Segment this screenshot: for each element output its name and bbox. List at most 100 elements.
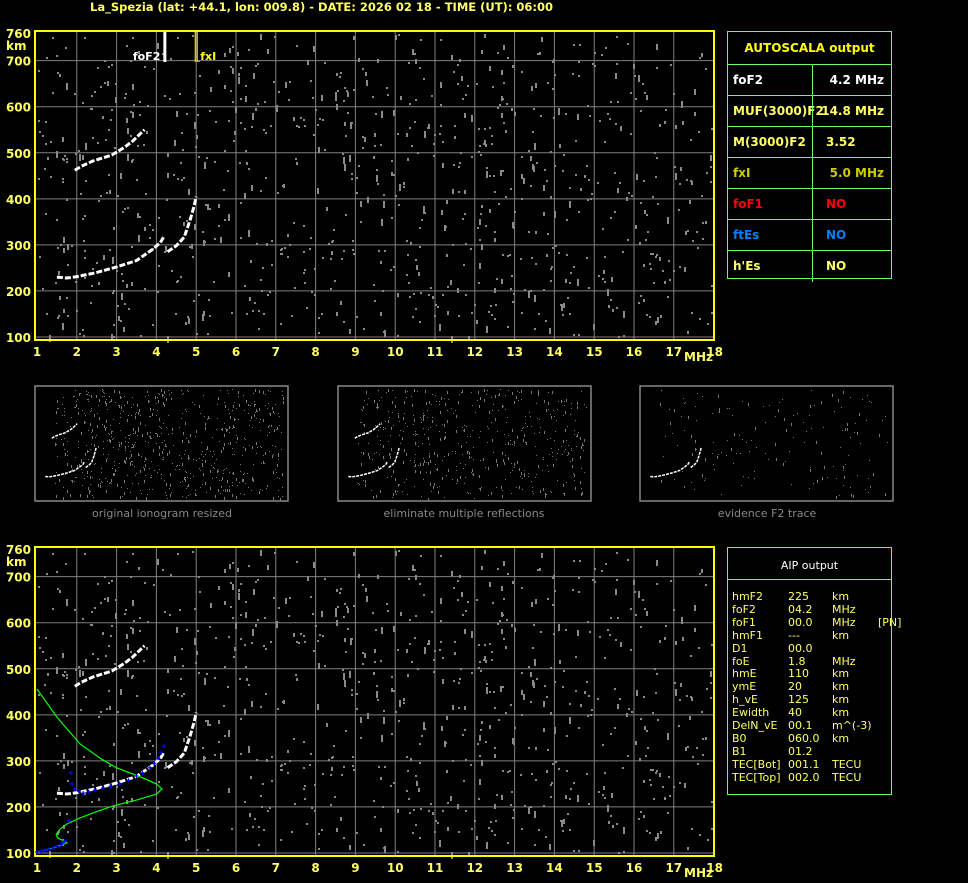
noise-dot (243, 447, 244, 448)
noise-dot (151, 461, 152, 462)
noise-dot (623, 827, 625, 834)
noise-dot (64, 438, 65, 439)
noise-dot (55, 483, 56, 484)
noise-dot (239, 162, 241, 164)
noise-dot (610, 617, 612, 619)
noise-dot (368, 453, 369, 456)
noise-dot (251, 490, 252, 491)
noise-dot (233, 140, 235, 142)
noise-dot (564, 451, 565, 452)
noise-dot (415, 99, 417, 101)
noise-dot (63, 397, 64, 398)
noise-dot (132, 464, 133, 465)
noise-dot (440, 411, 441, 414)
noise-dot (551, 416, 552, 419)
y-tick-label: 100 (6, 331, 31, 345)
noise-dot (665, 109, 667, 111)
noise-dot (260, 706, 262, 708)
noise-dot (477, 400, 478, 401)
noise-dot (137, 435, 138, 436)
noise-dot (105, 139, 107, 141)
noise-dot (566, 440, 567, 441)
noise-dot (452, 451, 453, 452)
noise-dot (397, 809, 399, 813)
noise-dot (838, 399, 839, 402)
noise-dot (463, 780, 465, 782)
noise-dot (684, 267, 686, 272)
noise-dot (661, 480, 662, 483)
noise-dot (582, 492, 583, 495)
noise-dot (415, 308, 417, 310)
noise-dot (701, 711, 703, 713)
noise-dot (303, 272, 305, 274)
noise-dot (543, 289, 545, 291)
noise-dot (237, 568, 239, 572)
noise-dot (460, 476, 461, 479)
noise-dot (827, 477, 828, 478)
noise-dot (42, 804, 44, 806)
noise-dot (368, 398, 369, 399)
noise-dot (538, 390, 539, 393)
noise-dot (618, 336, 620, 338)
noise-dot (647, 231, 649, 233)
noise-dot (79, 333, 81, 335)
noise-dot (581, 446, 582, 449)
noise-dot (347, 628, 349, 630)
noise-dot (228, 409, 229, 410)
noise-dot (73, 396, 74, 397)
noise-dot (660, 403, 661, 406)
noise-dot (555, 761, 557, 763)
noise-dot (429, 401, 430, 404)
noise-dot (549, 454, 550, 455)
echo-trace-f2-o (56, 234, 166, 280)
noise-dot (604, 256, 606, 258)
noise-dot (57, 400, 58, 403)
noise-dot (157, 807, 159, 809)
noise-dot (414, 637, 416, 639)
noise-dot (84, 413, 85, 414)
fit-point (148, 765, 153, 770)
noise-dot (152, 229, 154, 231)
noise-dot (188, 484, 189, 487)
noise-dot (668, 260, 670, 262)
noise-dot (667, 812, 669, 814)
noise-dot (189, 762, 191, 764)
fit-point (161, 744, 166, 749)
noise-dot (494, 318, 496, 320)
noise-dot (415, 435, 416, 436)
noise-dot (56, 151, 58, 158)
noise-dot (481, 487, 482, 488)
noise-dot (296, 641, 298, 643)
noise-dot (336, 104, 338, 110)
noise-dot (114, 147, 116, 149)
noise-dot (525, 423, 526, 424)
noise-dot (384, 846, 386, 853)
noise-dot (245, 666, 247, 668)
noise-dot (491, 422, 492, 423)
noise-dot (446, 254, 448, 257)
noise-dot (419, 583, 421, 585)
noise-dot (491, 143, 493, 145)
noise-dot (240, 493, 241, 494)
noise-dot (275, 404, 276, 405)
noise-dot (321, 613, 323, 617)
noise-dot (182, 665, 184, 667)
noise-dot (565, 113, 567, 115)
noise-dot (374, 453, 375, 454)
noise-dot (548, 402, 549, 405)
noise-dot (155, 433, 156, 434)
noise-dot (581, 493, 582, 496)
noise-dot (432, 420, 433, 423)
noise-dot (343, 616, 345, 618)
noise-dot (67, 244, 69, 250)
noise-dot (657, 203, 659, 205)
noise-dot (356, 192, 358, 194)
noise-dot (430, 803, 432, 805)
noise-dot (428, 429, 429, 430)
noise-dot (258, 826, 260, 828)
noise-dot (108, 690, 110, 692)
noise-dot (462, 390, 463, 393)
noise-dot (477, 227, 479, 229)
noise-dot (82, 218, 84, 220)
noise-dot (330, 288, 332, 290)
